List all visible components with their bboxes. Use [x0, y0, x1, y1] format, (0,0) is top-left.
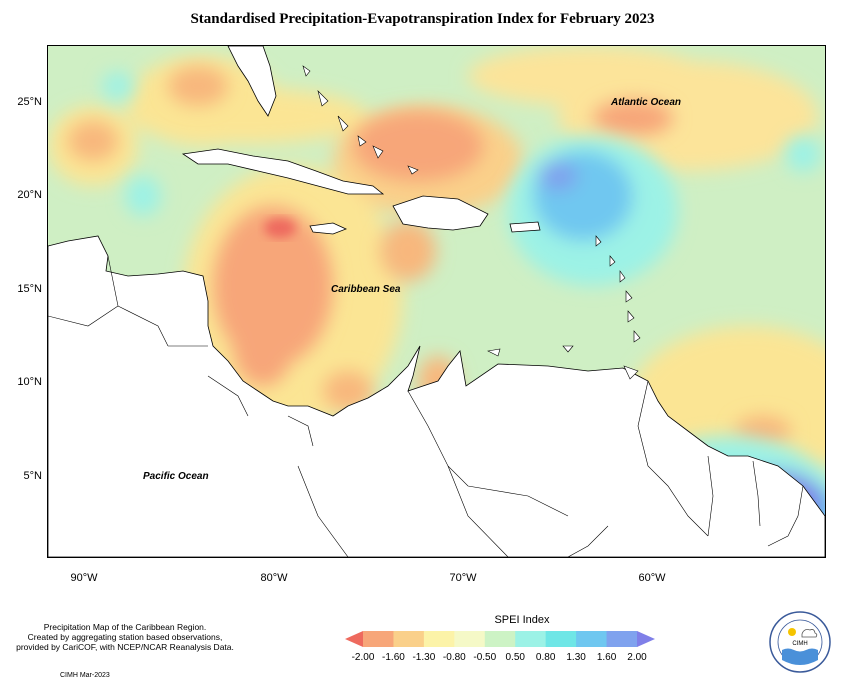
legend-tick-label: 1.30 — [566, 652, 586, 663]
legend-arrow-low — [345, 631, 363, 647]
legend-swatch — [484, 631, 516, 647]
land-jamaica — [309, 222, 348, 235]
border-suriname-fg — [752, 460, 761, 527]
island-bahamas-4 — [357, 135, 367, 147]
country-borders — [48, 255, 804, 557]
legend-colorbar — [345, 631, 655, 647]
dry-core-central-south — [233, 306, 293, 386]
legend-tick-label: 0.50 — [505, 652, 525, 663]
border-colombia-brazil — [447, 465, 509, 557]
legend-tick-label: -1.30 — [412, 652, 436, 663]
legend-labels: -2.00 -1.60 -1.30 -0.80 -0.50 0.50 0.80 1.30 1.6… — [345, 652, 655, 666]
legend-tick-label: -1.60 — [382, 652, 405, 663]
land-hispaniola — [392, 195, 489, 231]
border-colombia-venezuela — [407, 390, 569, 517]
wet-spot-gulf — [102, 72, 134, 100]
caption-line-3: provided by CariCOF, with NCEP/NCAR Rean… — [16, 642, 234, 652]
island-lesser-antilles-4 — [625, 290, 633, 303]
dry-core-gulf — [168, 66, 228, 106]
ytick-10n: 10°N — [17, 376, 42, 388]
legend-swatch — [423, 631, 455, 647]
legend-tick-label: 1.60 — [596, 652, 617, 663]
legend-title: SPEI Index — [494, 614, 550, 626]
ytick-25n: 25°N — [17, 96, 42, 108]
dry-core-hispaniola-south — [380, 221, 436, 281]
legend-tick-label: 0.80 — [535, 652, 556, 663]
island-lesser-antilles-5 — [627, 310, 635, 323]
island-trinidad — [623, 365, 639, 380]
map-caption: Precipitation Map of the Caribbean Regio… — [10, 622, 240, 652]
island-bahamas-3 — [337, 115, 349, 132]
map-title: Standardised Precipitation-Evapotranspir… — [190, 11, 655, 27]
xtick-90w: 90°W — [70, 572, 98, 584]
island-lesser-antilles-1 — [595, 235, 602, 247]
ytick-15n: 15°N — [17, 283, 42, 295]
island-lesser-antilles-3 — [619, 270, 626, 283]
island-bahamas-1 — [302, 65, 311, 77]
land-central-south-america — [48, 235, 825, 557]
legend-arrow-high — [637, 631, 655, 647]
wet-spot-east — [785, 136, 821, 172]
label-atlantic-ocean: Atlantic Ocean — [611, 97, 682, 108]
island-turks — [407, 165, 419, 175]
island-margarita — [562, 345, 574, 353]
border-mexico-guatemala — [48, 255, 119, 327]
legend-swatch — [393, 631, 425, 647]
island-bahamas-5 — [372, 145, 384, 159]
legend-swatch — [606, 631, 638, 647]
border-venezuela-brazil — [567, 525, 609, 557]
extreme-dry-core — [264, 218, 296, 238]
legend-swatch — [454, 631, 486, 647]
legend-tick-label: -2.00 — [351, 652, 375, 663]
ytick-20n: 20°N — [17, 189, 42, 201]
spei-map: Atlantic Ocean Caribbean Sea Pacific Oce… — [47, 45, 826, 558]
border-nicaragua-costarica — [207, 375, 249, 417]
land-cuba — [181, 148, 385, 195]
label-pacific-ocean: Pacific Ocean — [143, 471, 209, 482]
dry-core-yucatan — [68, 121, 118, 161]
legend-swatch — [576, 631, 608, 647]
legend-swatch — [545, 631, 577, 647]
small-islands — [302, 65, 641, 380]
legend-swatch — [363, 631, 394, 647]
dry-zone-top-east — [468, 46, 708, 106]
ytick-5n: 5°N — [23, 470, 42, 482]
map-canvas — [48, 46, 825, 557]
border-panama-colombia — [287, 415, 314, 447]
legend-swatch — [515, 631, 547, 647]
legend-tick-label: -0.50 — [473, 652, 497, 663]
land-masses — [48, 46, 825, 557]
island-bahamas-2 — [317, 89, 329, 107]
land-florida — [227, 46, 277, 117]
cimh-logo: CIMH — [769, 611, 831, 673]
island-lesser-antilles-6 — [633, 330, 641, 343]
dry-zone-top — [128, 88, 368, 144]
dry-core-bahamas — [353, 111, 483, 181]
border-venezuela-guyana — [637, 380, 709, 537]
logo-text: CIMH — [792, 641, 807, 647]
xtick-70w: 70°W — [449, 572, 477, 584]
caption-line-2: Created by aggregating station based obs… — [27, 632, 223, 642]
border-colombia-ecuador — [297, 465, 349, 557]
border-guyana-suriname — [707, 455, 714, 537]
caption-line-1: Precipitation Map of the Caribbean Regio… — [43, 622, 207, 632]
dry-core-atlantic — [593, 100, 673, 136]
border-fg-brazil — [767, 485, 804, 547]
xtick-80w: 80°W — [260, 572, 288, 584]
legend-tick-label: 2.00 — [627, 652, 647, 663]
island-aruba — [487, 348, 501, 357]
spei-field-extreme — [264, 218, 296, 238]
land-puerto-rico — [509, 221, 541, 233]
island-lesser-antilles-2 — [609, 255, 616, 267]
legend-tick-label: -0.80 — [442, 652, 466, 663]
wet-core-atlantic — [538, 161, 578, 191]
wet-spot-belize — [125, 176, 161, 216]
border-guatemala-honduras — [117, 305, 169, 347]
xtick-60w: 60°W — [638, 572, 666, 584]
credit-text: CIMH Mar-2023 — [60, 672, 110, 679]
label-caribbean-sea: Caribbean Sea — [331, 284, 401, 295]
